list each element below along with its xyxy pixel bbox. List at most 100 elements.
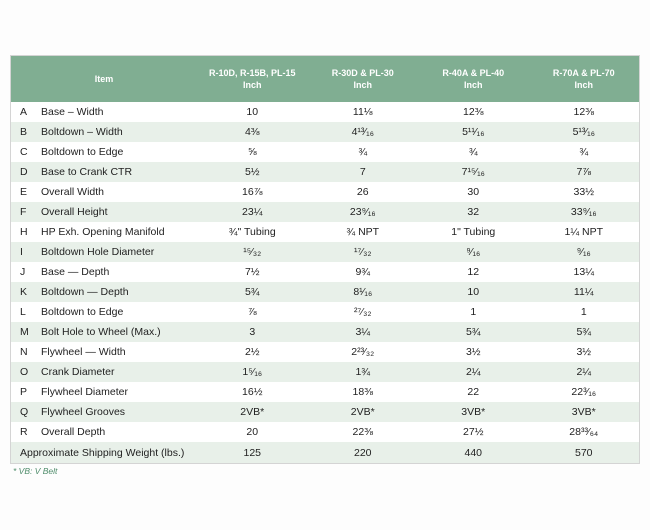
shipping-weight-row: Approximate Shipping Weight (lbs.) 125 2…: [11, 442, 639, 463]
row-value: 22³⁄₁₆: [571, 386, 597, 398]
table-row: C Boltdown to Edge ⅝ ¾ ¾ ¾: [11, 142, 639, 162]
row-value: 32: [467, 206, 480, 218]
row-value: 30: [467, 186, 480, 198]
row-value: 2VB*: [240, 406, 265, 418]
row-value: 7: [359, 166, 366, 178]
row-value: 2½: [244, 346, 260, 358]
row-value: 7⅞: [576, 166, 592, 178]
row-letter: J: [20, 266, 26, 278]
row-item-label: HP Exh. Opening Manifold: [41, 226, 165, 238]
shipping-weight-value: 440: [464, 446, 483, 459]
row-value: 5¾: [576, 326, 592, 338]
table-row: K Boltdown — Depth 5¾ 8¹⁄₁₆ 10 11¼: [11, 282, 639, 302]
row-value: 23¼: [242, 206, 263, 218]
row-value: 22: [467, 386, 480, 398]
row-value: ⁹⁄₁₆: [466, 246, 481, 258]
row-letter: C: [20, 146, 28, 158]
table-row: B Boltdown – Width 4⅜ 4¹³⁄₁₆ 5¹¹⁄₁₆ 5¹³⁄₁₆: [11, 122, 639, 142]
row-value: ⅞: [247, 306, 257, 318]
column-header-r10d: R-10D, R-15B, PL-15 Inch: [197, 56, 308, 102]
row-value: 20: [246, 426, 259, 438]
item-column-header: Item: [11, 56, 197, 102]
row-value: 7¹⁵⁄₁₆: [461, 166, 485, 178]
row-item-label: Overall Height: [41, 206, 108, 218]
row-letter: H: [20, 226, 28, 238]
row-item-label: Boltdown Hole Diameter: [41, 246, 155, 258]
table-row: O Crank Diameter 1⁵⁄₁₆ 1¾ 2¼ 2¼: [11, 362, 639, 382]
row-item-label: Base to Crank CTR: [41, 166, 133, 178]
row-value: 2¼: [465, 366, 481, 378]
row-value: 5½: [244, 166, 260, 178]
row-value: 5¹³⁄₁₆: [572, 126, 595, 138]
footnote: * VB: V Belt: [13, 466, 58, 476]
row-letter: M: [20, 326, 29, 338]
row-value: 4⅜: [244, 126, 260, 138]
row-value: 12: [467, 266, 480, 278]
row-letter: R: [20, 426, 28, 438]
row-value: ¾: [468, 146, 478, 158]
table-row: A Base – Width 10 11⅛ 12⅜ 12⅜: [11, 102, 639, 122]
table-row: E Overall Width 16⅞ 26 30 33½: [11, 182, 639, 202]
column-header-models: R-30D & PL-30: [331, 68, 394, 78]
row-value: 4¹³⁄₁₆: [351, 126, 374, 138]
row-value: 23⁹⁄₁₆: [349, 206, 376, 218]
row-value: 5¾: [465, 326, 481, 338]
row-value: 26: [356, 186, 369, 198]
row-value: 18⅜: [352, 386, 373, 398]
row-value: ⅝: [247, 146, 257, 158]
row-letter: D: [20, 166, 28, 178]
table-row: Q Flywheel Grooves 2VB* 2VB* 3VB* 3VB*: [11, 402, 639, 422]
row-item-label: Boltdown to Edge: [41, 146, 124, 158]
row-value: 3VB*: [461, 406, 486, 418]
row-value: ¾: [358, 146, 368, 158]
column-header-unit: Inch: [574, 80, 593, 90]
table-row: P Flywheel Diameter 16½ 18⅜ 22 22³⁄₁₆: [11, 382, 639, 402]
row-item-label: Crank Diameter: [41, 366, 115, 378]
table-row: D Base to Crank CTR 5½ 7 7¹⁵⁄₁₆ 7⅞: [11, 162, 639, 182]
table-row: R Overall Depth 20 22⅜ 27½ 28³³⁄₆₄: [11, 422, 639, 442]
row-value: 13¼: [573, 266, 594, 278]
item-column-header-label: Item: [94, 74, 114, 84]
row-value: 3½: [465, 346, 481, 358]
row-value: 2VB*: [350, 406, 375, 418]
column-header-r70a: R-70A & PL-70 Inch: [529, 56, 640, 102]
row-value: 22⅜: [352, 426, 373, 438]
row-letter: F: [20, 206, 27, 218]
row-value: 3VB*: [571, 406, 596, 418]
row-value: 12⅜: [463, 106, 484, 118]
spec-table: Item R-10D, R-15B, PL-15 Inch R-30D & PL…: [10, 55, 640, 464]
column-header-unit: Inch: [242, 80, 262, 90]
row-value: 3¼: [355, 326, 371, 338]
row-value: 10: [467, 286, 480, 298]
row-value: 16½: [242, 386, 263, 398]
table-row: I Boltdown Hole Diameter ¹⁵⁄₃₂ ¹⁷⁄₃₂ ⁹⁄₁₆ ⁹⁄₁…: [11, 242, 639, 262]
row-letter: K: [20, 286, 28, 298]
row-item-label: Boltdown – Width: [41, 126, 123, 138]
row-value: 3½: [576, 346, 592, 358]
row-value: 11⅛: [352, 106, 373, 118]
row-value: 8¹⁄₁₆: [353, 286, 373, 298]
row-value: 33½: [573, 186, 594, 198]
row-value: 10: [246, 106, 259, 118]
table-row: M Bolt Hole to Wheel (Max.) 3 3¼ 5¾ 5¾: [11, 322, 639, 342]
row-value: 33⁹⁄₁₆: [570, 206, 597, 218]
row-value: ²⁷⁄₃₂: [354, 306, 372, 318]
row-value: 1⁵⁄₁₆: [242, 366, 263, 378]
row-letter: A: [20, 106, 28, 118]
table-row: L Boltdown to Edge ⅞ ²⁷⁄₃₂ 1 1: [11, 302, 639, 322]
shipping-weight-label: Approximate Shipping Weight (lbs.): [20, 446, 185, 459]
table-row: N Flywheel — Width 2½ 2²³⁄₃₂ 3½ 3½: [11, 342, 639, 362]
row-value: 9¾: [355, 266, 371, 278]
table-row: J Base — Depth 7½ 9¾ 12 13¼: [11, 262, 639, 282]
row-value: 1" Tubing: [451, 226, 496, 238]
column-header-r30d: R-30D & PL-30 Inch: [308, 56, 419, 102]
row-value: 11¼: [573, 286, 594, 298]
table-row: H HP Exh. Opening Manifold ¾" Tubing ¾ NPT 1…: [11, 222, 639, 242]
row-value: 1¾: [355, 366, 371, 378]
table-body: A Base – Width 10 11⅛ 12⅜ 12⅜ B Boltdown – Widt…: [11, 102, 639, 442]
row-letter: L: [20, 306, 26, 318]
row-item-label: Boltdown — Depth: [41, 286, 129, 298]
shipping-weight-value: 125: [243, 446, 262, 459]
row-value: ¹⁷⁄₃₂: [354, 246, 372, 258]
